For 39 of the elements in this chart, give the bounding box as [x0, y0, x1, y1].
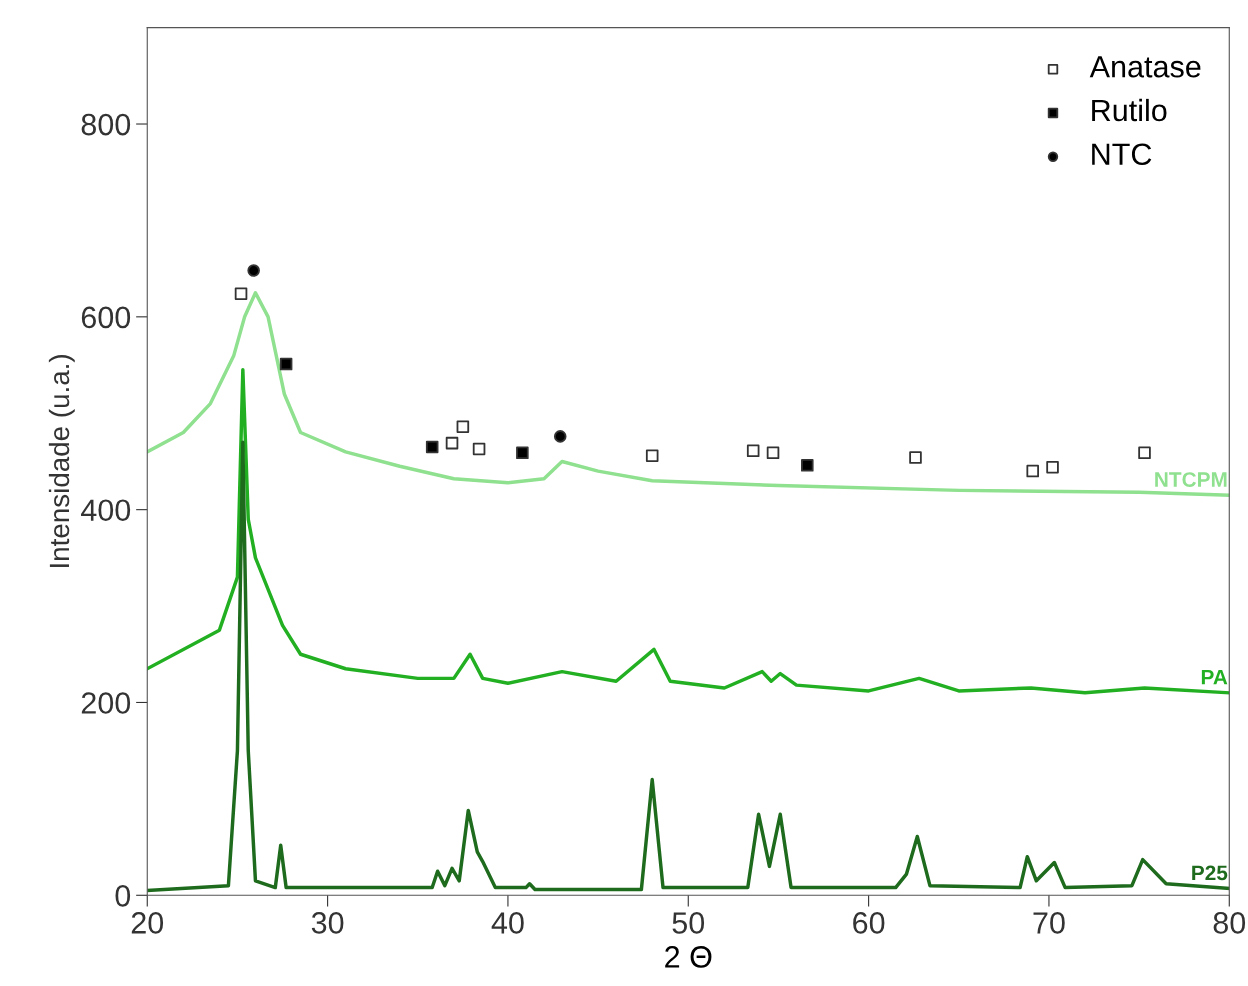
point	[746, 444, 760, 458]
series-label: P25	[1192, 865, 1228, 881]
y-tick-label: 800	[81, 113, 131, 136]
point	[801, 459, 814, 472]
y-tick-label: 400	[81, 499, 131, 522]
point	[766, 446, 780, 460]
x-tick-label: 60	[853, 912, 885, 934]
x-tick-label: 50	[672, 912, 705, 934]
legend-label: Anatase	[1089, 56, 1201, 78]
x-tick-label: 70	[1033, 912, 1065, 934]
point	[425, 440, 439, 454]
point	[553, 430, 567, 443]
y-tick-label: 600	[81, 306, 131, 329]
point	[247, 264, 260, 277]
line-series	[147, 290, 1230, 497]
x-tick-label: 80	[1213, 912, 1246, 934]
line-series	[147, 368, 1230, 695]
y-axis-title: Intensidade (u.a.)	[48, 355, 75, 567]
point	[1046, 460, 1059, 474]
y-tick-label: 0	[115, 885, 131, 907]
legend-label: NTC	[1092, 143, 1152, 166]
series-label: NTCPM	[1155, 472, 1227, 487]
point	[1138, 446, 1151, 460]
point	[909, 451, 922, 464]
y-tick-label: 200	[81, 692, 131, 714]
point	[445, 436, 459, 450]
x-tick-label: 20	[131, 912, 164, 934]
point	[472, 442, 486, 456]
point	[279, 357, 293, 371]
x-tick-label: 30	[311, 912, 344, 934]
legend-label: Rutilo	[1092, 98, 1167, 122]
point	[234, 287, 248, 300]
x-tick-label: 40	[491, 912, 524, 934]
x-axis-title: 2 Θ	[665, 946, 712, 968]
point	[645, 449, 659, 462]
point	[456, 420, 470, 434]
point	[516, 446, 529, 460]
point	[1026, 464, 1039, 478]
series-label: PA	[1201, 670, 1228, 685]
